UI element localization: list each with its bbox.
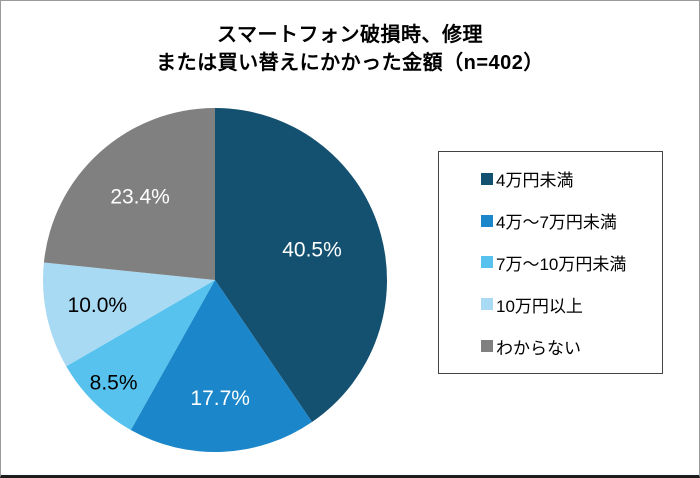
slice-label-4: 10.0% [68,294,128,317]
legend-label: 7万～10万円未満 [496,254,627,274]
pie-slice-5 [43,108,215,280]
slice-label-5: 23.4% [110,186,170,209]
slice-label-1: 40.5% [282,239,342,262]
slice-label-3: 8.5% [90,371,138,394]
legend-label: 4万～7万円未満 [496,213,617,233]
slice-label-2: 17.7% [190,387,250,410]
legend-item-2: 4万～7万円未満 [481,208,662,233]
legend-swatch-icon [481,256,493,269]
legend-swatch-icon [481,340,493,353]
legend-item-3: 7万～10万円未満 [481,250,662,275]
legend-item-5: わからない [481,334,662,359]
legend: 4万円未満 4万～7万円未満 7万～10万円未満 10万円以上 わからない [438,151,663,374]
pie-slice-2 [130,280,313,452]
legend-swatch-icon [481,214,493,227]
legend-item-4: 10万円以上 [481,292,662,317]
chart-title-line1: スマートフォン破損時、修理 [217,24,483,46]
pie-slice-3 [66,280,215,430]
legend-item-1: 4万円未満 [481,166,662,191]
legend-swatch-icon [481,298,493,311]
legend-label: 4万円未満 [496,171,574,191]
chart-title-line2: または買い替えにかかった金額（n=402） [156,52,544,74]
legend-label: 10万円以上 [496,296,583,316]
pie-slice-1 [215,108,388,423]
legend-label: わからない [496,338,581,358]
legend-swatch-icon [481,172,493,185]
pie-chart: 40.5% 17.7% 8.5% 10.0% 23.4% [43,108,388,452]
pie-slice-4 [43,262,215,367]
chart-title: スマートフォン破損時、修理 または買い替えにかかった金額（n=402） [1,21,699,77]
